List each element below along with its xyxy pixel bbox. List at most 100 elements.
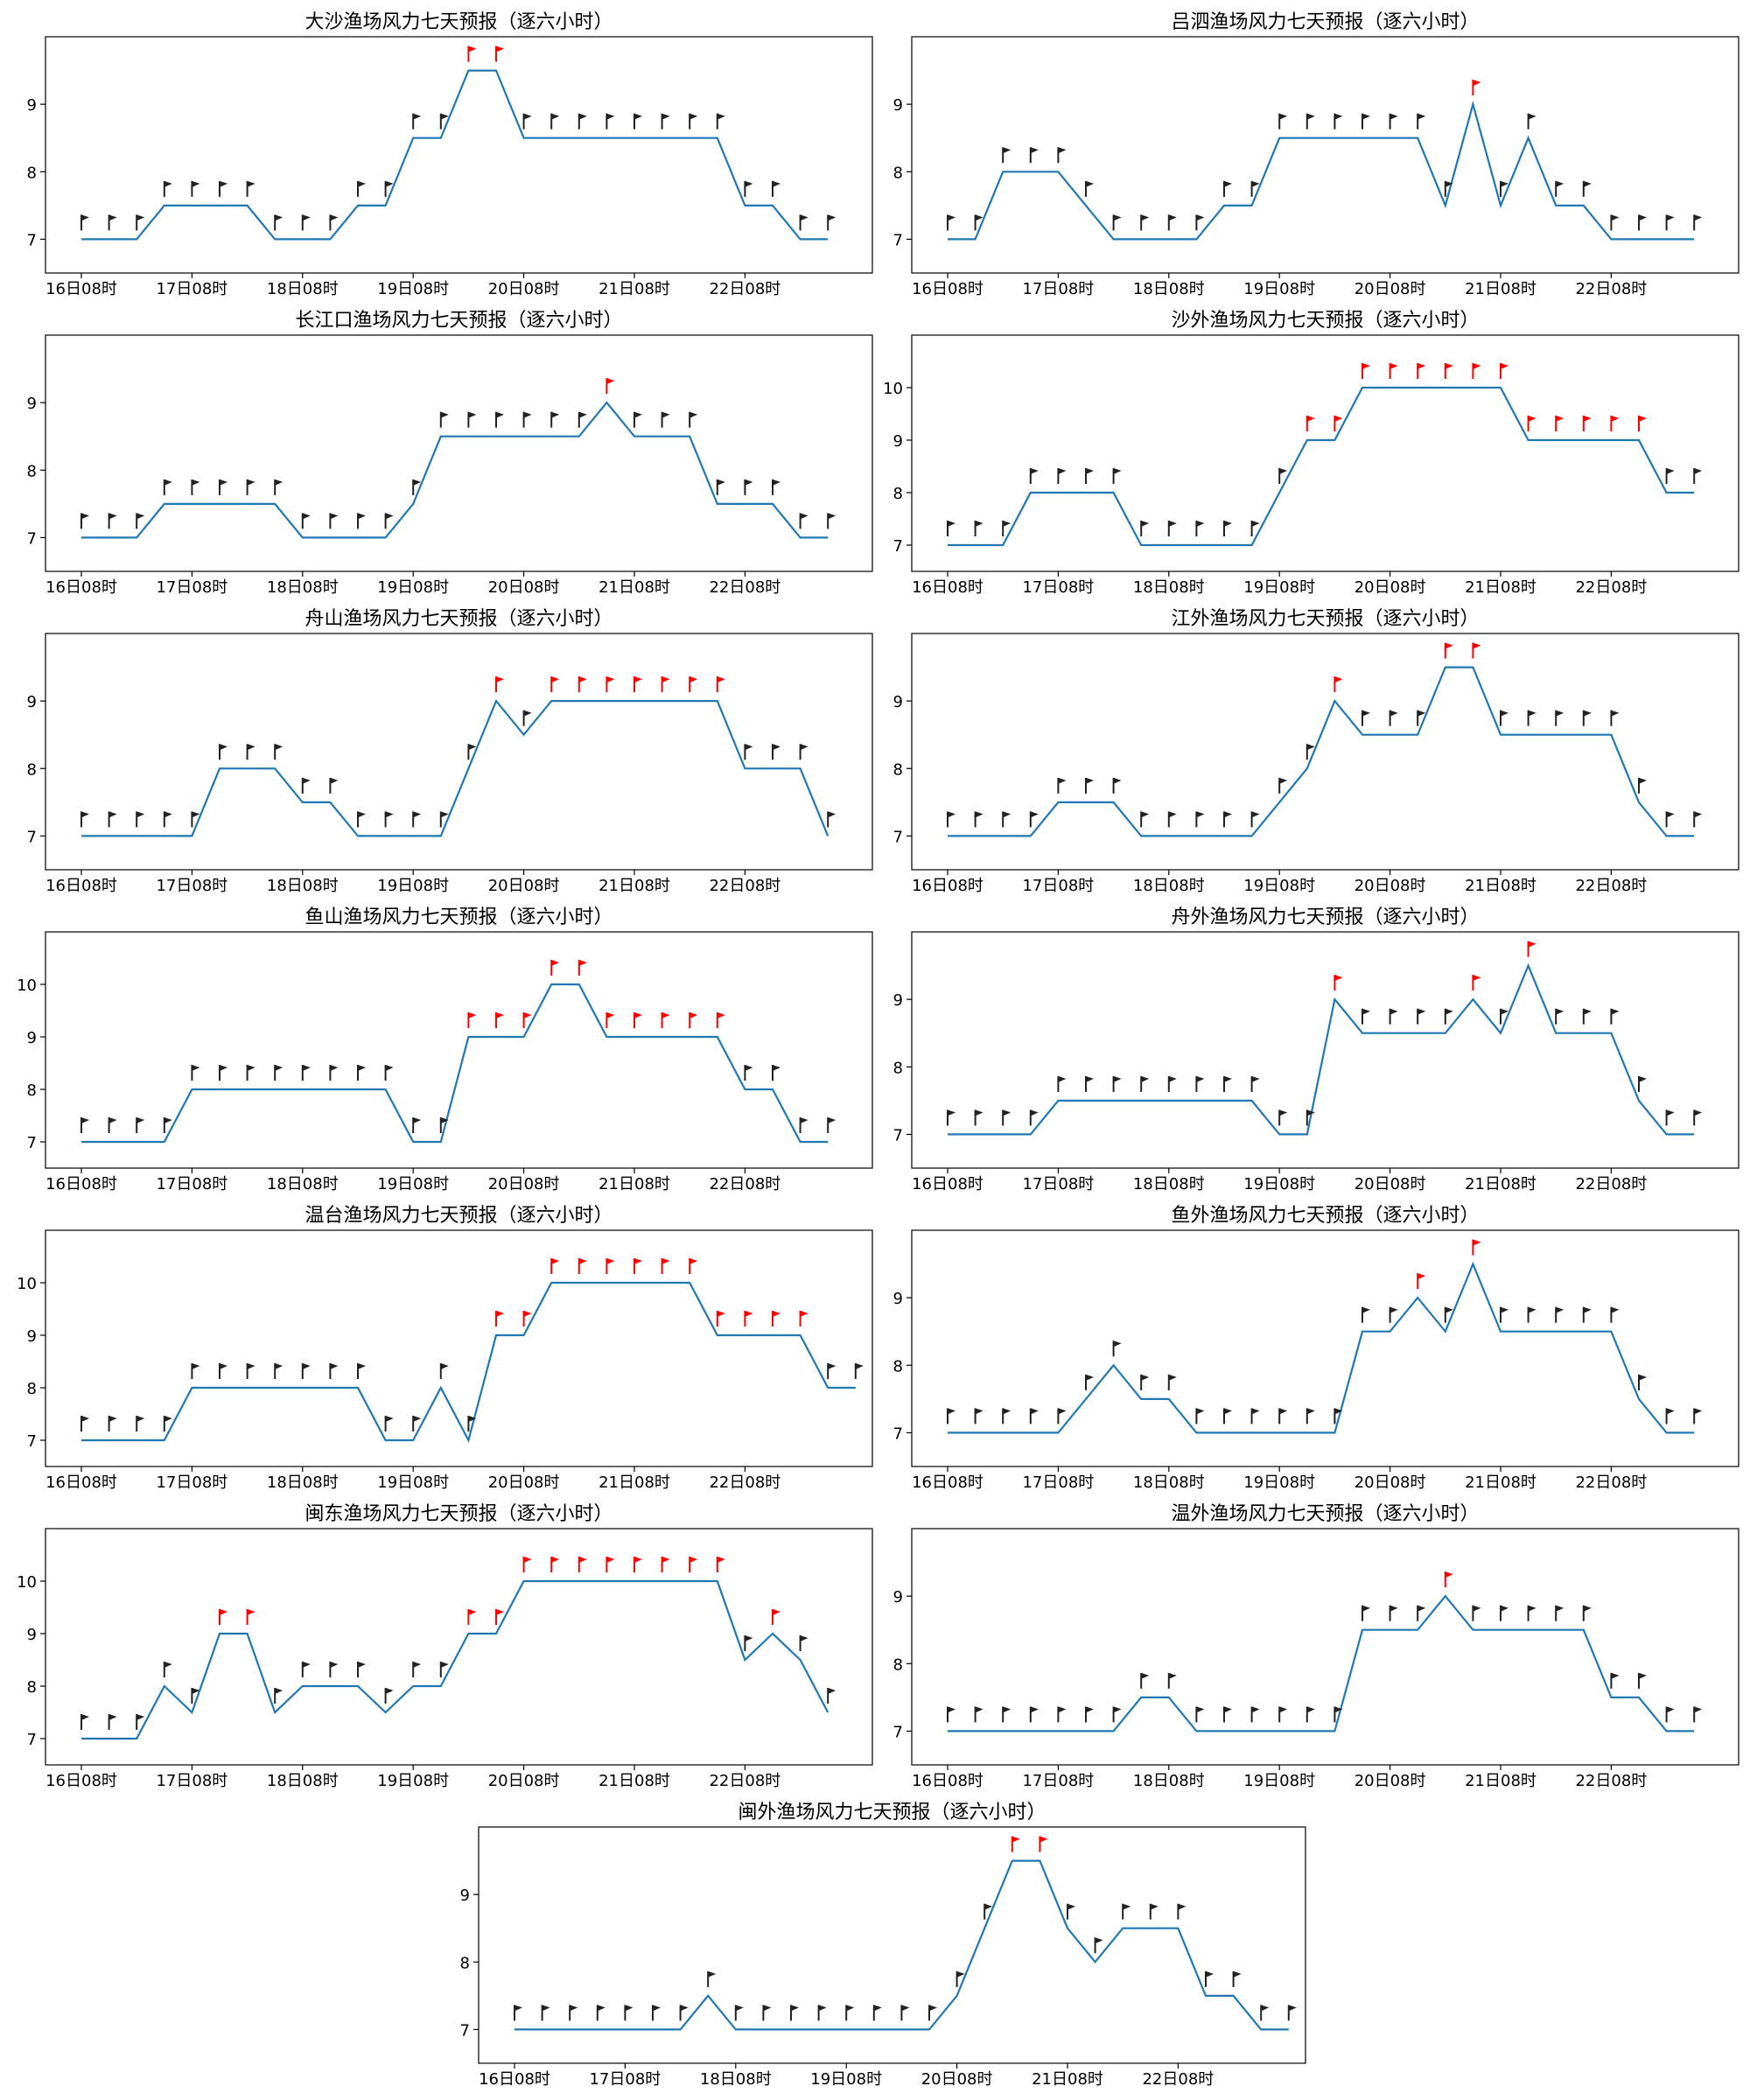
wind-barb-icon: [219, 744, 228, 760]
wind-barb-icon: [1085, 1374, 1094, 1390]
barb-flag: [1196, 1706, 1205, 1713]
barb-flag: [773, 479, 780, 486]
barb-flag: [606, 1557, 615, 1563]
barb-flag: [468, 1416, 477, 1422]
x-tick-label: 21日08时: [1465, 1175, 1536, 1194]
wind-barb-icon: [1223, 1706, 1232, 1723]
barb-flag: [302, 513, 311, 520]
y-tick-label: 8: [27, 1380, 37, 1398]
y-tick-label: 10: [883, 380, 903, 398]
wind-barb-icon: [974, 521, 984, 536]
wind-barb-icon: [1334, 113, 1343, 130]
wind-barb-strong-icon: [495, 1311, 504, 1326]
wind-barb-icon: [772, 180, 780, 197]
barb-flag: [247, 180, 256, 187]
wind-barb-icon: [744, 1635, 753, 1651]
y-tick-label: 9: [460, 1886, 470, 1905]
x-tick-label: 18日08时: [700, 2070, 772, 2089]
wind-barb-icon: [1417, 1605, 1426, 1621]
barb-flag: [108, 1714, 117, 1720]
wind-barb-icon: [1250, 521, 1260, 536]
wind-barb-icon: [1260, 2005, 1270, 2021]
chart-title: 鱼山渔场风力七天预报（逐六小时）: [304, 906, 612, 928]
barb-flag: [634, 1258, 642, 1264]
barb-flag: [1418, 1008, 1426, 1015]
wind-barb-icon: [384, 1065, 394, 1081]
barb-flag: [1334, 676, 1343, 683]
barb-flag: [275, 479, 284, 486]
wind-barb-icon: [1250, 180, 1260, 197]
wind-barb-icon: [1250, 1075, 1260, 1092]
wind-barb-strong-icon: [550, 1258, 560, 1274]
x-tick-label: 16日08时: [46, 280, 117, 298]
wind-barb-icon: [1029, 1110, 1039, 1126]
wind-barb-icon: [974, 1706, 984, 1723]
barb-flag: [828, 214, 836, 221]
wind-barb-icon: [80, 1416, 89, 1432]
barb-flag: [1040, 1836, 1048, 1843]
barb-flag: [662, 113, 670, 120]
wind-barb-icon: [329, 1363, 339, 1379]
barb-flag: [1418, 1273, 1426, 1280]
wind-barb-icon: [707, 1970, 717, 1987]
x-tick-label: 19日08时: [377, 1175, 449, 1194]
wind-barb-icon: [1195, 521, 1205, 536]
x-tick-label: 22日08时: [1142, 2070, 1214, 2089]
barb-flag: [468, 411, 477, 418]
axes-frame: [45, 633, 873, 871]
barb-flag: [1030, 1706, 1039, 1713]
x-tick-label: 17日08时: [1022, 280, 1094, 298]
barb-flag: [948, 214, 956, 221]
wind-force-line: [81, 69, 829, 241]
barb-flag: [1556, 180, 1564, 187]
wind-barb-icon: [1067, 1903, 1075, 1920]
wind-barb-icon: [1582, 1306, 1592, 1323]
wind-barb-icon: [1306, 1110, 1315, 1126]
wind-barb-icon: [1250, 811, 1260, 828]
wind-barb-icon: [734, 2005, 744, 2021]
wind-barb-strong-icon: [495, 676, 504, 693]
barb-flag: [690, 411, 698, 418]
wind-barb-icon: [799, 744, 808, 760]
wind-barb-icon: [1582, 1008, 1592, 1025]
wind-barb-icon: [495, 411, 504, 428]
barb-flag: [220, 1363, 228, 1369]
wind-barb-icon: [274, 744, 284, 760]
wind-barb-icon: [827, 1688, 836, 1704]
barb-flag: [690, 113, 698, 120]
barb-flag: [81, 513, 89, 520]
x-tick-label: 16日08时: [912, 877, 984, 895]
wind-barb-icon: [384, 180, 394, 197]
barb-flag: [1196, 1075, 1205, 1082]
barb-flag: [1362, 113, 1370, 120]
barb-flag: [1196, 1408, 1205, 1415]
barb-flag: [136, 1714, 145, 1720]
chart-title: 舟外渔场风力七天预报（逐六小时）: [1171, 906, 1479, 928]
barb-flag: [606, 676, 615, 683]
wind-barb-strong-icon: [744, 1311, 753, 1326]
barb-flag: [634, 113, 642, 120]
chart-panel-7: 鱼山渔场风力七天预报（逐六小时） 7 8 9 10 16日08时 17日08时 18日08时 1…: [17, 906, 873, 1194]
wind-barb-icon: [578, 411, 587, 428]
x-tick-label: 20日08时: [488, 280, 560, 298]
x-tick-label: 17日08时: [156, 280, 228, 298]
barb-flag: [745, 479, 753, 486]
wind-barb-icon: [772, 1065, 780, 1081]
x-tick-label: 19日08时: [377, 1772, 449, 1790]
barb-flag: [1030, 811, 1039, 818]
barb-flag: [975, 811, 984, 818]
barb-flag: [468, 1012, 477, 1018]
wind-barb-strong-icon: [1334, 975, 1343, 991]
wind-barb-icon: [439, 1363, 449, 1379]
x-tick-label: 16日08时: [46, 578, 117, 597]
barb-flag: [578, 1557, 587, 1563]
barb-flag: [523, 113, 532, 120]
wind-force-line: [81, 698, 830, 837]
wind-barb-icon: [274, 1688, 284, 1704]
barb-flag: [551, 411, 560, 418]
wind-barb-strong-icon: [1582, 416, 1592, 431]
barb-flag: [1206, 1970, 1214, 1978]
barb-flag: [275, 1688, 284, 1694]
barb-flag: [1168, 521, 1177, 527]
